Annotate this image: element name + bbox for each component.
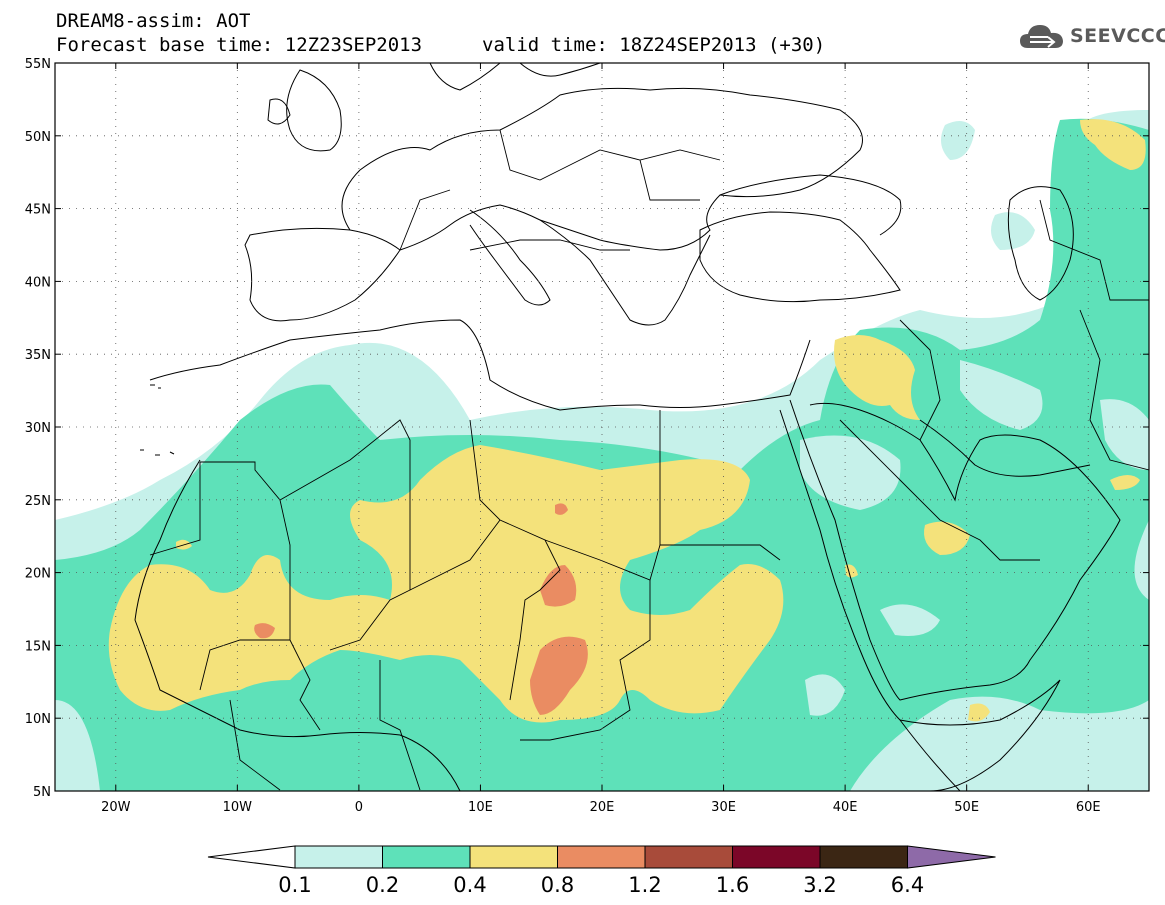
lon-label: 20E [590, 800, 615, 815]
aot-band-0.1-patch [800, 360, 1149, 791]
lon-labels: 20W 10W 0 10E 20E 30E 40E 50E 60E [101, 800, 1101, 815]
lat-labels: 5N 10N 15N 20N 25N 30N 35N 40N 45N 50N 55N [25, 57, 51, 800]
lon-label: 20W [101, 800, 131, 815]
colorbar-bin [382, 845, 471, 869]
lat-label: 10N [25, 712, 51, 727]
seevccc-logo: SEEVCCC [1018, 20, 1165, 52]
lat-label: 20N [25, 567, 51, 582]
colorbar-bin [644, 845, 733, 869]
lon-label: 40E [833, 800, 858, 815]
colorbar-label: 6.4 [891, 873, 924, 897]
valid-time: valid time: 18Z24SEP2013 (+30) [482, 34, 826, 56]
colorbar-bin [557, 845, 646, 869]
lat-label: 50N [25, 130, 51, 145]
coastlines [134, 63, 1121, 791]
forecast-base-time: Forecast base time: 12Z23SEP2013 [56, 34, 423, 56]
lat-label: 45N [25, 203, 51, 218]
colorbar-bin [294, 845, 383, 869]
lat-label: 55N [25, 57, 51, 72]
aot-band-0.8 [254, 503, 588, 715]
aot-band-0.4 [108, 119, 1146, 723]
lat-label: 25N [25, 494, 51, 509]
colorbar-label: 1.6 [716, 873, 749, 897]
colorbar-label: 1.2 [628, 873, 661, 897]
lon-label: 0 [355, 800, 363, 815]
lat-label: 5N [33, 785, 51, 800]
lat-label: 30N [25, 421, 51, 436]
colorbar-label: 0.8 [541, 873, 574, 897]
colorbar-label: 3.2 [803, 873, 836, 897]
lon-label: 50E [954, 800, 979, 815]
country-borders [149, 129, 1149, 791]
colorbar-label: 0.4 [453, 873, 486, 897]
lon-label: 30E [711, 800, 736, 815]
lat-label: 15N [25, 639, 51, 654]
colorbar-bin [732, 845, 821, 869]
colorbar-bin [819, 845, 908, 869]
colorbar-bin [469, 845, 558, 869]
graticule [55, 63, 1149, 791]
aot-field [55, 110, 1149, 791]
lon-label: 10W [223, 800, 253, 815]
lon-label: 10E [468, 800, 493, 815]
logo-text: SEEVCCC [1070, 25, 1165, 47]
colorbar-label: 0.2 [366, 873, 399, 897]
lat-label: 40N [25, 275, 51, 290]
lat-label: 35N [25, 348, 51, 363]
axis-ticks [55, 62, 1149, 792]
lon-label: 60E [1076, 800, 1101, 815]
colorbar-low-arrow [207, 845, 296, 869]
cloud-icon [1020, 25, 1063, 48]
colorbar-labels: 0.1 0.2 0.4 0.8 1.2 1.6 3.2 6.4 [278, 873, 924, 897]
colorbar-high-arrow [907, 845, 996, 869]
colorbar-label: 0.1 [278, 873, 311, 897]
colorbar [207, 845, 996, 869]
map-title: DREAM8-assim: AOT [56, 10, 251, 32]
